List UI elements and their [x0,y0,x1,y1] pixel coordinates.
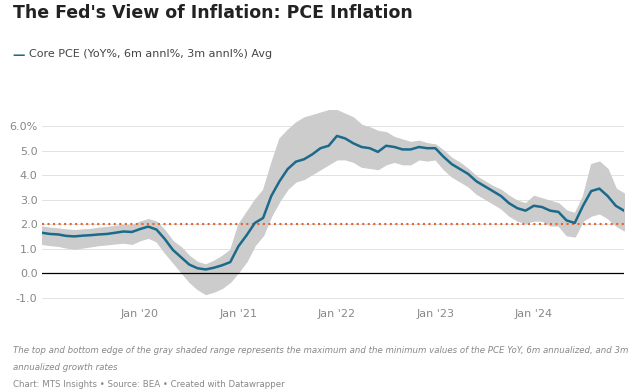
Text: Core PCE (YoY%, 6m annl%, 3m annl%) Avg: Core PCE (YoY%, 6m annl%, 3m annl%) Avg [29,49,272,59]
Text: —: — [13,49,25,62]
Text: annualized growth rates: annualized growth rates [13,363,117,372]
Text: The top and bottom edge of the gray shaded range represents the maximum and the : The top and bottom edge of the gray shad… [13,346,628,355]
Text: Chart: MTS Insights • Source: BEA • Created with Datawrapper: Chart: MTS Insights • Source: BEA • Crea… [13,380,284,389]
Text: The Fed's View of Inflation: PCE Inflation: The Fed's View of Inflation: PCE Inflati… [13,4,413,22]
